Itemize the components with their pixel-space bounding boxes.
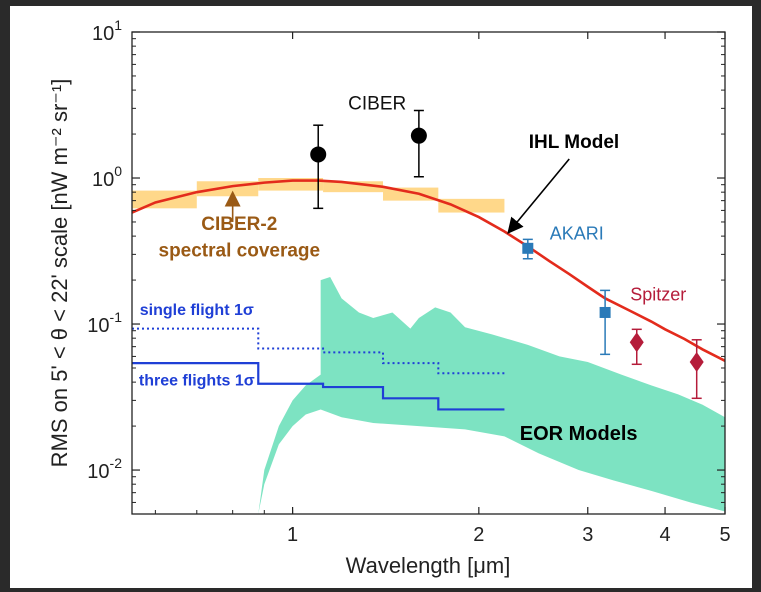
y-axis-title: RMS on 5' < θ < 22' scale [nW m⁻² sr⁻¹] bbox=[47, 79, 72, 468]
spitzer-point-2 bbox=[689, 351, 704, 372]
annotations: CIBER IHL Model AKARI Spitzer CIBER-2 spectra… bbox=[139, 93, 686, 445]
eor-models-label: EOR Models bbox=[520, 423, 638, 445]
y-tick-label-3: 101 bbox=[92, 17, 122, 45]
x-axis-ticks: 1 2 3 4 5 bbox=[154, 32, 731, 546]
spitzer-point-1 bbox=[629, 332, 644, 353]
y-tick-label-base: 10 bbox=[87, 461, 109, 483]
y-tick-label-exponent: -2 bbox=[110, 455, 123, 471]
three-flights-label: three flights 1σ bbox=[139, 372, 255, 389]
akari-point-1 bbox=[522, 242, 534, 254]
y-tick-label-0: 10-2 bbox=[87, 455, 122, 483]
y-tick-label-1: 10-1 bbox=[87, 309, 122, 337]
x-tick-label-1: 1 bbox=[287, 524, 298, 546]
plot-area bbox=[132, 109, 725, 514]
spitzer-label: Spitzer bbox=[630, 284, 686, 304]
y-tick-label-2: 100 bbox=[92, 163, 122, 191]
ciber2-coverage-step-4 bbox=[323, 181, 384, 193]
x-tick-label-4: 4 bbox=[659, 524, 670, 546]
y-tick-label-base: 10 bbox=[92, 23, 114, 45]
ihl-model-label: IHL Model bbox=[529, 132, 619, 153]
ciber-label: CIBER bbox=[348, 93, 406, 114]
plot-border bbox=[131, 31, 726, 515]
x-tick-label-2: 2 bbox=[473, 524, 484, 546]
ciber2-coverage-step-6 bbox=[438, 198, 505, 213]
x-axis-title: Wavelength [μm] bbox=[346, 553, 511, 578]
single-flight-label: single flight 1σ bbox=[140, 302, 254, 319]
akari-label: AKARI bbox=[550, 223, 604, 243]
y-tick-label-exponent: -1 bbox=[110, 309, 123, 325]
y-tick-label-base: 10 bbox=[87, 315, 109, 337]
x-tick-label-3: 3 bbox=[582, 524, 593, 546]
y-tick-label-exponent: 0 bbox=[114, 163, 122, 179]
ciber-point-1 bbox=[310, 146, 327, 163]
x-tick-label-5: 5 bbox=[719, 524, 730, 546]
ciber2-label-line2: spectral coverage bbox=[159, 241, 321, 262]
ciber2-label-line1: CIBER-2 bbox=[201, 214, 277, 235]
akari-point-2 bbox=[599, 306, 611, 318]
single-flight-line bbox=[132, 327, 505, 375]
eor-models-region bbox=[258, 276, 725, 514]
ihl-model-line bbox=[132, 179, 725, 362]
ciber-point-2 bbox=[410, 127, 427, 144]
ihl-model-arrow bbox=[507, 158, 570, 235]
ciber2-coverage-step-5 bbox=[383, 187, 439, 201]
y-tick-label-base: 10 bbox=[92, 169, 114, 191]
y-tick-label-exponent: 1 bbox=[114, 17, 122, 33]
three-flights-line bbox=[132, 362, 505, 411]
